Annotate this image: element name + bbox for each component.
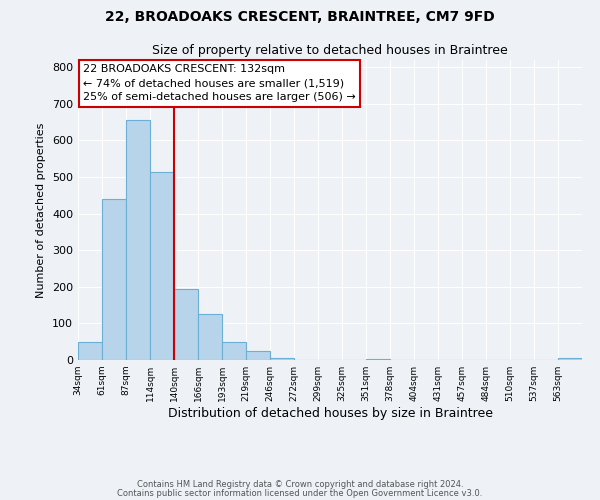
Title: Size of property relative to detached houses in Braintree: Size of property relative to detached ho… — [152, 44, 508, 58]
Bar — [270, 358, 294, 360]
Text: 22 BROADOAKS CRESCENT: 132sqm
← 74% of detached houses are smaller (1,519)
25% o: 22 BROADOAKS CRESCENT: 132sqm ← 74% of d… — [83, 64, 356, 102]
Bar — [198, 314, 222, 360]
Bar — [78, 342, 102, 360]
Bar — [102, 199, 126, 360]
Text: Contains public sector information licensed under the Open Government Licence v3: Contains public sector information licen… — [118, 488, 482, 498]
X-axis label: Distribution of detached houses by size in Braintree: Distribution of detached houses by size … — [167, 407, 493, 420]
Bar — [246, 351, 270, 360]
Bar — [174, 290, 198, 360]
Bar — [126, 120, 150, 360]
Bar — [150, 172, 174, 360]
Bar — [558, 358, 582, 360]
Bar — [222, 342, 246, 360]
Y-axis label: Number of detached properties: Number of detached properties — [37, 122, 46, 298]
Text: 22, BROADOAKS CRESCENT, BRAINTREE, CM7 9FD: 22, BROADOAKS CRESCENT, BRAINTREE, CM7 9… — [105, 10, 495, 24]
Text: Contains HM Land Registry data © Crown copyright and database right 2024.: Contains HM Land Registry data © Crown c… — [137, 480, 463, 489]
